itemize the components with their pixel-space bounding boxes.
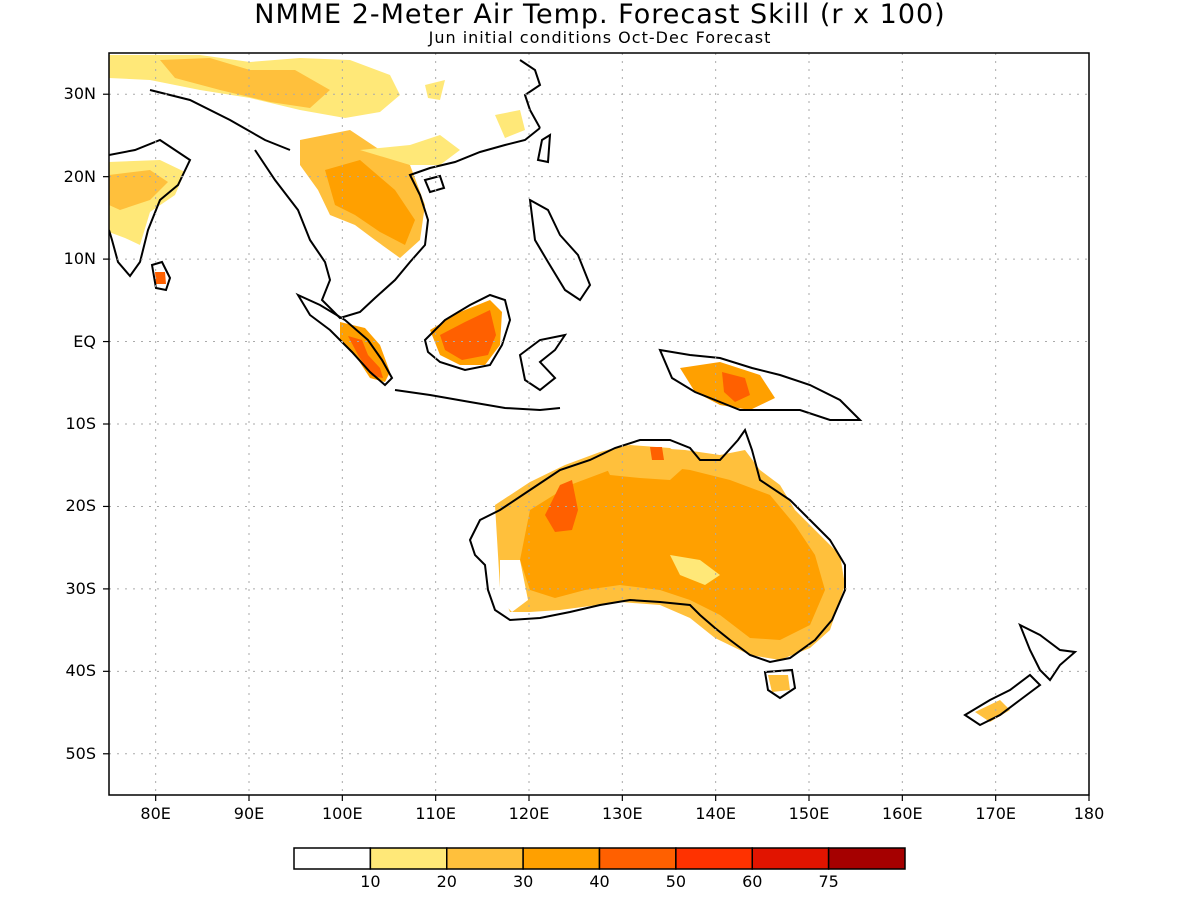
skill-patch-australia-arnhem (650, 447, 664, 460)
lat-tick-label: EQ (73, 331, 96, 351)
skill-patch-australia-lightband (670, 555, 720, 585)
coast-himalaya-border (149, 89, 291, 151)
skill-patch-china-east (425, 80, 445, 100)
lon-tick-label: 170E (975, 804, 1016, 823)
colorbar-tick-label: 20 (436, 872, 457, 891)
coast-sumatra (295, 292, 394, 387)
lon-tick-label: 140E (695, 804, 736, 823)
lon-tick-label: 90E (233, 804, 265, 823)
skill-patch-korea (495, 110, 525, 138)
lon-tick-label: 150E (788, 804, 830, 823)
skill-patch-tasmania (768, 675, 790, 692)
map-title: NMME 2-Meter Air Temp. Forecast Skill (r… (254, 0, 946, 30)
skill-patch-india-core (109, 170, 168, 210)
skill-patch-new-zealand (975, 700, 1010, 722)
skill-patch-sumatra-core (348, 336, 383, 378)
colorbar-tick-label: 60 (742, 872, 763, 891)
lat-tick-label: 30N (63, 84, 96, 104)
skill-patch-australia-central (520, 465, 825, 640)
colorbar-tick-label: 10 (360, 872, 381, 891)
coast-sri-lanka (150, 260, 172, 292)
lon-tick-label: 130E (602, 804, 643, 823)
skill-patch-china-south (360, 135, 460, 165)
skill-patch-sri-lanka (155, 272, 166, 284)
coast-borneo (423, 293, 512, 372)
coast-indochina (254, 127, 541, 320)
coast-tasmania (763, 668, 797, 700)
coast-sulawesi (518, 333, 568, 392)
colorbar-swatch (751, 847, 830, 870)
coast-hainan (423, 174, 446, 194)
skill-patch-australia-sw-white (500, 560, 528, 612)
lon-tick-label: 100E (322, 804, 363, 823)
skill-patch-tibet (160, 58, 330, 108)
lon-tick-label: 110E (415, 804, 456, 823)
coast-taiwan (536, 133, 552, 164)
coast-new-zealand-north (1018, 622, 1078, 682)
coast-new-guinea (658, 348, 863, 421)
colorbar-tick-label: 30 (512, 872, 534, 891)
lon-tick-label: 120E (508, 804, 550, 823)
skill-patch-new-guinea-core (722, 372, 750, 402)
colorbar-swatch (522, 847, 601, 870)
lat-tick-label: 20S (65, 496, 96, 516)
coastlines (109, 59, 1078, 727)
coast-new-zealand-south (963, 673, 1042, 727)
lat-tick-label: 10S (65, 414, 96, 433)
colorbar-swatch (675, 847, 753, 870)
skill-patch-australia-pilbara (545, 480, 578, 532)
lon-tick-label: 80E (140, 804, 171, 823)
skill-shading (109, 55, 1010, 722)
lat-tick-label: 10N (63, 249, 96, 269)
colorbar (293, 847, 906, 870)
colorbar-swatch (827, 847, 906, 870)
lon-tick-label: 180 (1073, 804, 1105, 823)
grid-lines (109, 53, 1089, 795)
lat-tick-label: 50S (65, 743, 96, 763)
lat-tick-label: 20N (63, 166, 96, 186)
coast-china-east (519, 59, 542, 129)
skill-patch-indochina-core (325, 160, 415, 245)
colorbar-swatch (446, 847, 524, 870)
colorbar-swatch (293, 847, 372, 870)
colorbar-tick-label: 40 (589, 872, 610, 891)
skill-patch-borneo-core (440, 310, 496, 360)
axis-ticks (103, 93, 1090, 801)
coast-java (394, 389, 561, 412)
coast-australia (468, 427, 846, 664)
lat-tick-label: 40S (65, 661, 96, 681)
colorbar-tick-label: 75 (818, 872, 839, 891)
map-subtitle: Jun initial conditions Oct-Dec Forecast (428, 28, 772, 47)
colorbar-swatch (369, 847, 448, 870)
colorbar-swatch (598, 847, 677, 870)
lon-tick-label: 160E (882, 804, 923, 823)
coast-philippines (528, 198, 592, 302)
lat-tick-label: 30S (65, 578, 96, 598)
colorbar-tick-label: 50 (665, 872, 687, 891)
